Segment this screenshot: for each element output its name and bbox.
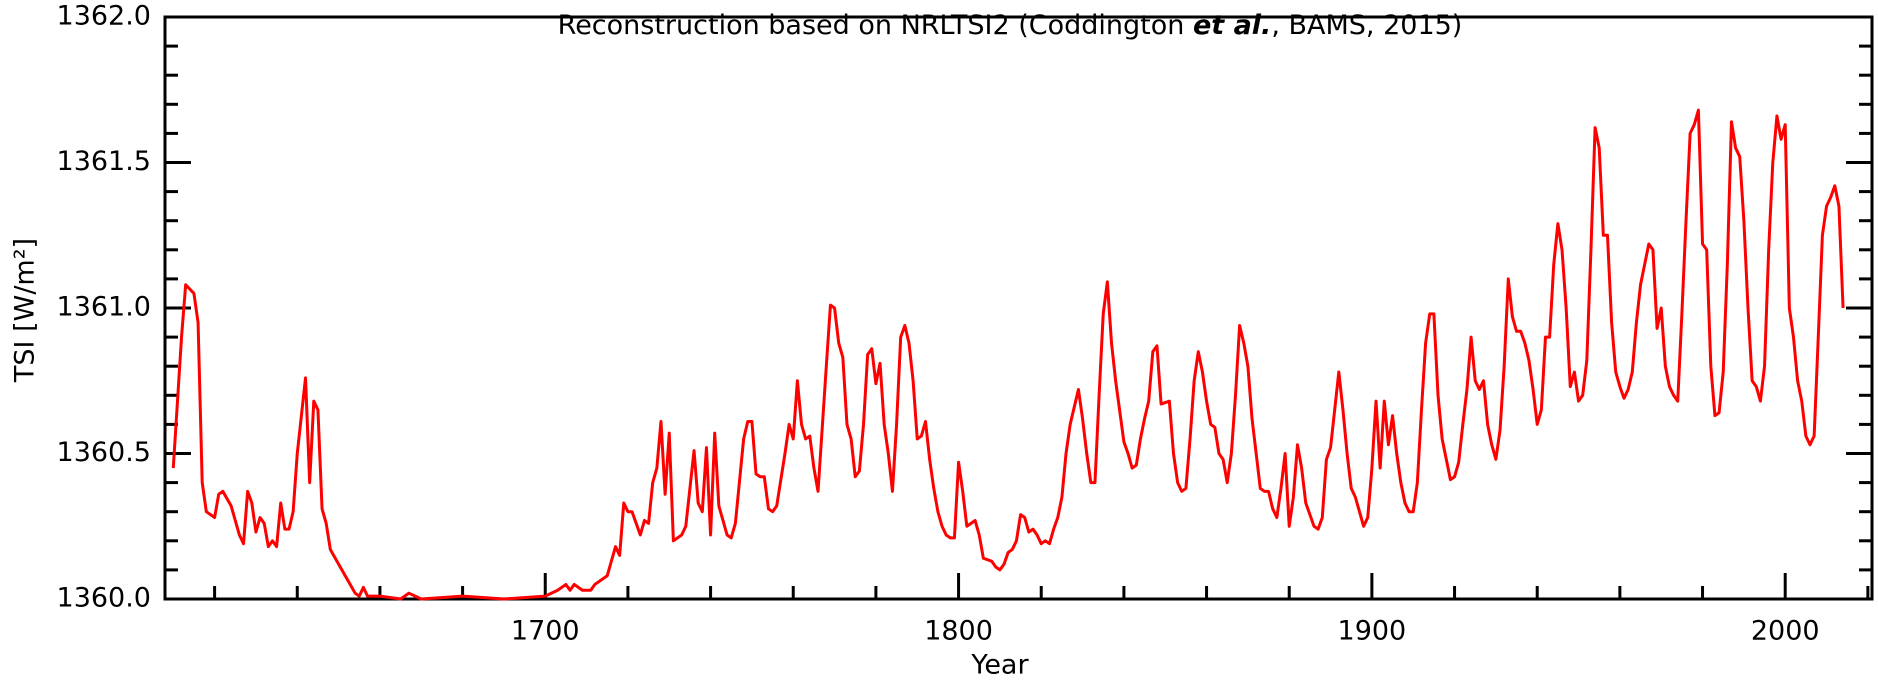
x-axis-label: Year — [970, 650, 1029, 680]
y-axis-label: TSI [W/m²] — [10, 238, 41, 383]
y-tick-label: 1360.5 — [57, 437, 151, 468]
y-tick-label: 1362.0 — [57, 1, 151, 32]
chart-title: Reconstruction based on NRLTSI2 (Codding… — [558, 10, 1463, 41]
x-tick-label: 2000 — [1751, 616, 1820, 647]
plot-frame — [163, 15, 1874, 601]
x-tick-label: 1700 — [511, 616, 580, 647]
title-part: Reconstruction based on NRLTSI2 (Codding… — [558, 10, 1193, 41]
y-tick-label: 1361.5 — [57, 146, 151, 177]
y-tick-label: 1360.0 — [57, 583, 151, 614]
x-tick-label: 1900 — [1338, 616, 1407, 647]
y-tick-label: 1361.0 — [57, 292, 151, 323]
title-part: et al. — [1193, 10, 1271, 41]
title-part: , BAMS, 2015) — [1271, 10, 1462, 41]
x-tick-label: 1800 — [924, 616, 993, 647]
tsi-line — [171, 108, 1845, 601]
